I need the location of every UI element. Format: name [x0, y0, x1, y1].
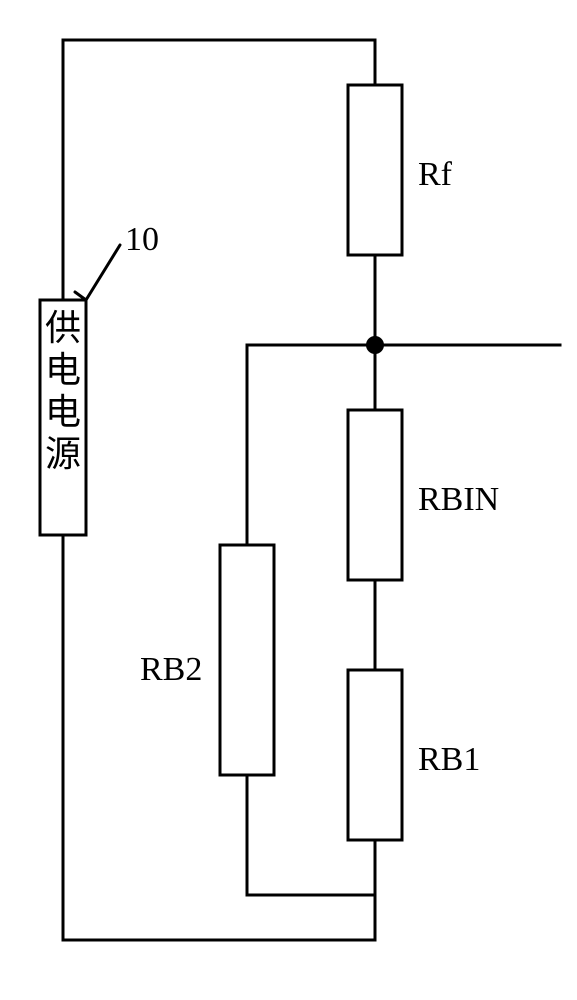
resistor-rbin — [348, 410, 402, 580]
label-rb2: RB2 — [140, 651, 202, 688]
label-power-box-char-3: 源 — [45, 434, 81, 474]
label-power-ref: 10 — [125, 221, 159, 258]
callout-line — [86, 245, 120, 300]
label-rb1: RB1 — [418, 741, 480, 778]
label-rf: Rf — [418, 156, 453, 193]
resistor-rf — [348, 85, 402, 255]
circuit-diagram: 10RfRBINRB1RB2供电电源 — [0, 0, 577, 1000]
label-rbin: RBIN — [418, 481, 499, 518]
label-power-box-char-0: 供 — [45, 308, 81, 348]
resistor-rb2 — [220, 545, 274, 775]
label-power-box-char-2: 电 — [45, 392, 81, 432]
junction-node — [366, 336, 384, 354]
label-power-box-char-1: 电 — [45, 350, 81, 390]
resistor-rb1 — [348, 670, 402, 840]
